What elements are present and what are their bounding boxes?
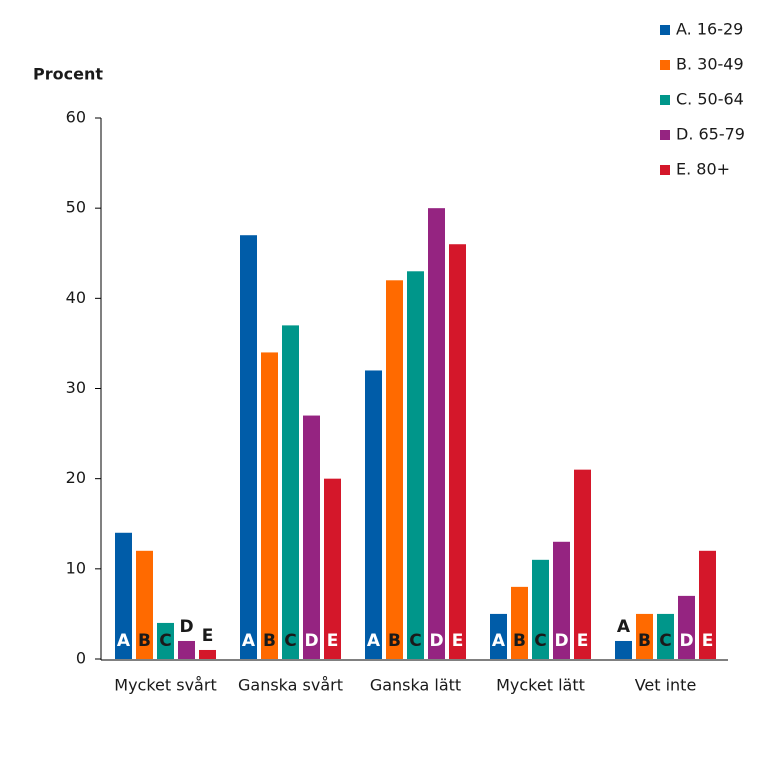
- bar-letter: E: [327, 631, 339, 651]
- x-tick-label: Vet inte: [635, 676, 697, 695]
- y-tick-label: 30: [66, 378, 86, 397]
- bar: [490, 613, 507, 659]
- legend-label: B. 30-49: [676, 55, 744, 74]
- legend-swatch: [660, 25, 670, 35]
- legend-swatch: [660, 130, 670, 140]
- legend-swatch: [660, 95, 670, 105]
- bar: [553, 541, 570, 659]
- bar-letter: B: [513, 631, 526, 651]
- y-tick-label: 20: [66, 468, 86, 487]
- bar: [678, 595, 695, 659]
- bar: [324, 478, 341, 659]
- bar: [428, 208, 445, 659]
- bar-letter: B: [388, 631, 401, 651]
- bar: [615, 640, 632, 659]
- bar-letter: B: [263, 631, 276, 651]
- bar: [282, 325, 299, 659]
- bar-letter: D: [179, 617, 193, 637]
- bar-letter: D: [429, 631, 443, 651]
- bar-letter: E: [702, 631, 714, 651]
- bar-letter: A: [367, 631, 381, 651]
- bar: [511, 586, 528, 659]
- bar: [261, 352, 278, 659]
- bar: [449, 244, 466, 659]
- bar: [699, 550, 716, 659]
- legend-label: C. 50-64: [676, 90, 744, 109]
- y-tick-label: 40: [66, 288, 86, 307]
- bar: [365, 370, 382, 659]
- x-tick-label: Mycket lätt: [496, 676, 585, 695]
- bar: [532, 559, 549, 659]
- bar-letter: B: [638, 631, 651, 651]
- bar-letter: A: [117, 631, 131, 651]
- bar-letter: C: [534, 631, 546, 651]
- bar-letter: A: [617, 617, 631, 637]
- bar-letter: A: [242, 631, 256, 651]
- bar-letter: B: [138, 631, 151, 651]
- bar-letter: C: [409, 631, 421, 651]
- bar-letter: E: [202, 626, 214, 646]
- legend-label: D. 65-79: [676, 125, 745, 144]
- bar: [157, 622, 174, 659]
- bar-letter: C: [284, 631, 296, 651]
- y-axis-label: Procent: [33, 65, 103, 84]
- bar-letter: E: [577, 631, 589, 651]
- bar: [636, 613, 653, 659]
- bar-letter: C: [159, 631, 171, 651]
- legend-swatch: [660, 165, 670, 175]
- bar: [386, 280, 403, 659]
- legend-label: E. 80+: [676, 160, 730, 179]
- y-tick-label: 60: [66, 108, 86, 127]
- y-tick-label: 0: [76, 649, 86, 668]
- bar-letter: D: [554, 631, 568, 651]
- bar-letter: C: [659, 631, 671, 651]
- bar-letter: D: [679, 631, 693, 651]
- x-tick-label: Mycket svårt: [114, 676, 216, 695]
- bar: [178, 640, 195, 659]
- x-tick-label: Ganska lätt: [370, 676, 461, 695]
- bar: [136, 550, 153, 659]
- bar: [407, 271, 424, 659]
- bar-letter: A: [492, 631, 506, 651]
- legend-swatch: [660, 60, 670, 70]
- legend-label: A. 16-29: [676, 20, 743, 39]
- bar: [657, 613, 674, 659]
- y-tick-label: 50: [66, 198, 86, 217]
- bar: [303, 415, 320, 659]
- bar-letter: E: [452, 631, 464, 651]
- bar: [115, 532, 132, 659]
- bar: [199, 649, 216, 659]
- bar-letter: D: [304, 631, 318, 651]
- bar: [240, 235, 257, 659]
- x-tick-label: Ganska svårt: [238, 676, 343, 695]
- bar: [574, 469, 591, 659]
- y-tick-label: 10: [66, 558, 86, 577]
